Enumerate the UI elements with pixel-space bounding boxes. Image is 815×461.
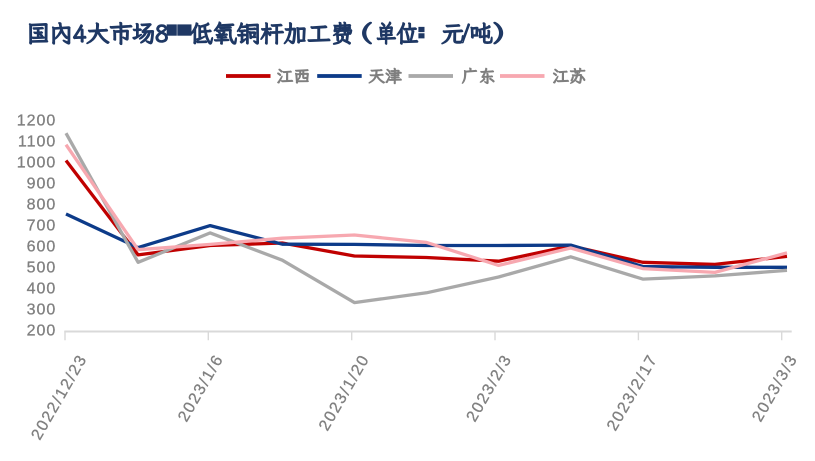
svg-text:700: 700 — [27, 217, 57, 234]
svg-text:1200: 1200 — [17, 112, 57, 129]
svg-text:400: 400 — [27, 280, 57, 297]
svg-text:1100: 1100 — [18, 133, 56, 150]
svg-text:300: 300 — [27, 301, 57, 318]
svg-text:500: 500 — [27, 259, 57, 276]
svg-text:200: 200 — [27, 322, 57, 339]
svg-text:600: 600 — [27, 238, 57, 255]
svg-text:900: 900 — [27, 175, 57, 192]
svg-text:800: 800 — [27, 196, 57, 213]
svg-text:1000: 1000 — [17, 154, 57, 171]
